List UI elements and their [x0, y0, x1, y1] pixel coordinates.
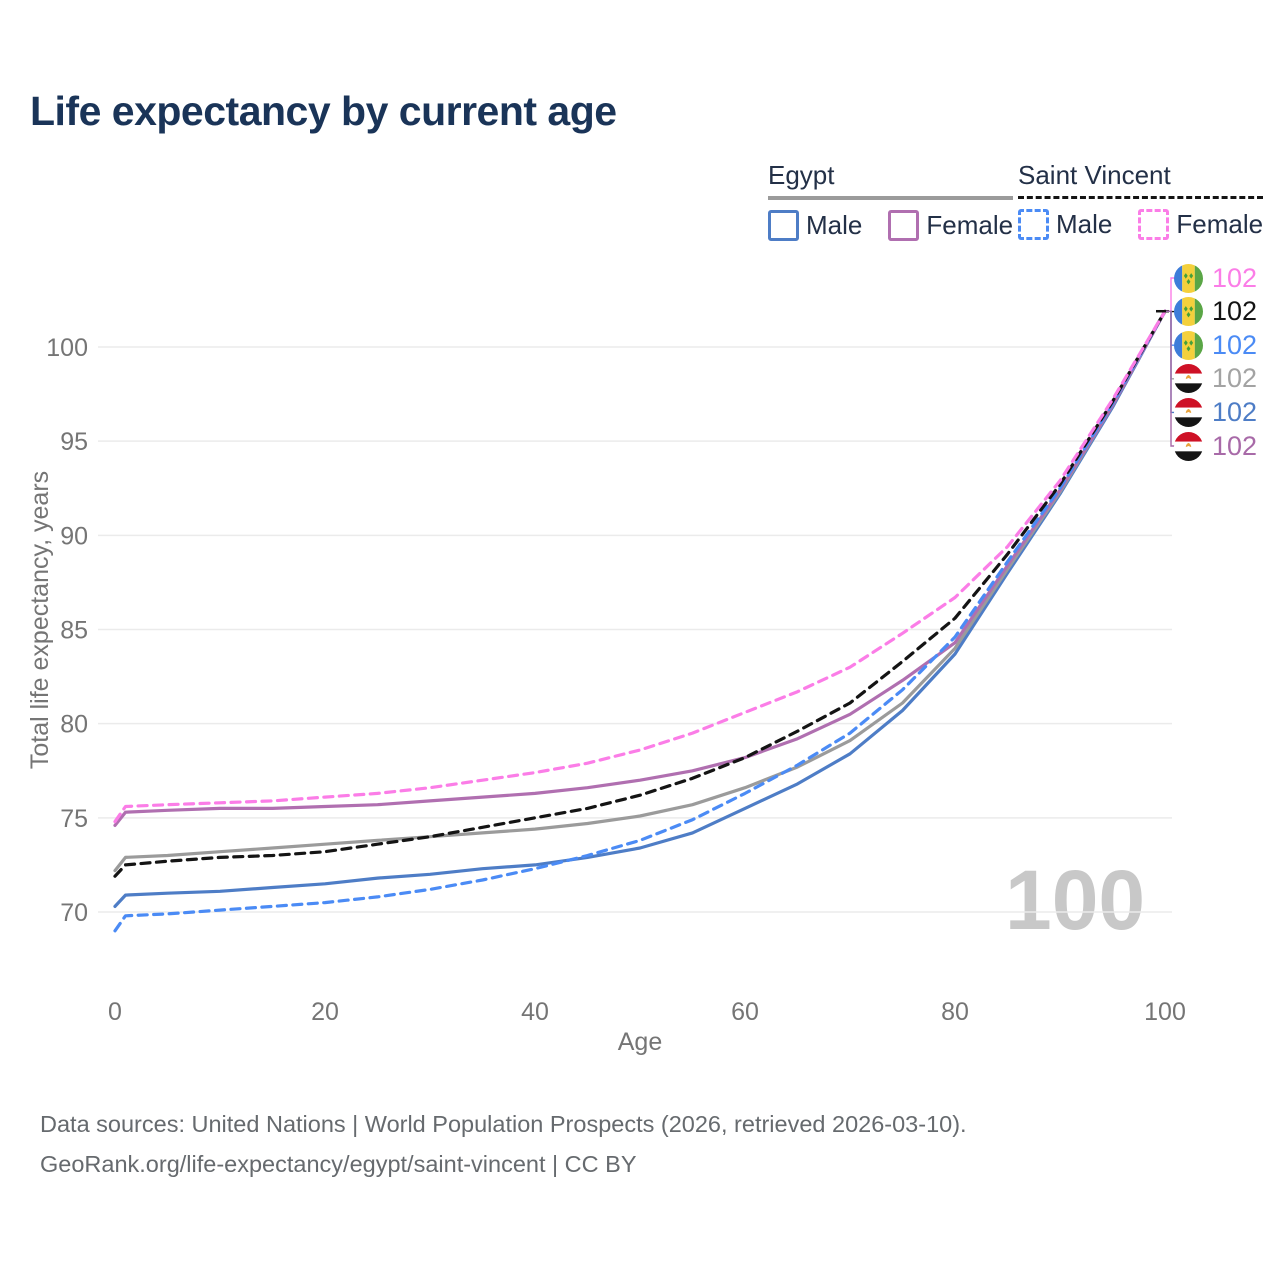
hover-age-watermark: 100 — [1005, 853, 1146, 947]
svg-text:90: 90 — [60, 522, 88, 550]
legend-swatch-egypt-male[interactable] — [768, 210, 799, 241]
svg-text:0: 0 — [108, 998, 122, 1026]
svg-text:80: 80 — [941, 998, 969, 1026]
legend-label-saint-vincent-male: Male — [1056, 209, 1113, 239]
legend-item-egypt-female[interactable]: Female — [888, 210, 1013, 241]
legend-item-egypt-male[interactable]: Male — [768, 210, 862, 241]
svg-text:40: 40 — [521, 998, 549, 1026]
legend-swatch-egypt-female[interactable] — [888, 210, 920, 241]
svg-text:95: 95 — [60, 428, 88, 456]
svg-text:Total life expectancy, years: Total life expectancy, years — [26, 471, 54, 769]
legend-item-saint-vincent-male[interactable]: Male — [1018, 209, 1112, 240]
legend-group-egypt: Egypt Male Female — [768, 160, 1014, 241]
legend-underline-egypt — [768, 196, 1014, 200]
svg-text:85: 85 — [60, 617, 88, 645]
svg-text:80: 80 — [60, 711, 88, 739]
legend-underline-saint-vincent — [1018, 196, 1264, 199]
legend-country-saint-vincent: Saint Vincent — [1018, 160, 1171, 190]
legend-label-egypt-male: Male — [806, 210, 863, 240]
footer-sources: Data sources: United Nations | World Pop… — [40, 1111, 967, 1137]
legend-swatch-saint-vincent-female[interactable] — [1138, 209, 1170, 240]
footer: Data sources: United Nations | World Pop… — [40, 1104, 967, 1184]
svg-text:75: 75 — [60, 805, 88, 833]
svg-text:20: 20 — [311, 998, 339, 1026]
legend-swatch-saint-vincent-male[interactable] — [1018, 209, 1049, 240]
legend-country-egypt: Egypt — [768, 160, 835, 190]
svg-text:100: 100 — [1144, 998, 1186, 1026]
footer-link: GeoRank.org/life-expectancy/egypt/saint-… — [40, 1151, 637, 1177]
page-title: Life expectancy by current age — [30, 88, 617, 134]
svg-text:60: 60 — [731, 998, 759, 1026]
legend-label-saint-vincent-female: Female — [1176, 209, 1264, 239]
svg-text:100: 100 — [46, 334, 88, 362]
legend-item-saint-vincent-female[interactable]: Female — [1138, 209, 1263, 240]
svg-text:70: 70 — [60, 899, 88, 927]
legend-label-egypt-female: Female — [926, 210, 1014, 240]
svg-text:Age: Age — [618, 1028, 662, 1056]
legend-group-saint-vincent: Saint Vincent Male Female — [1018, 160, 1264, 240]
